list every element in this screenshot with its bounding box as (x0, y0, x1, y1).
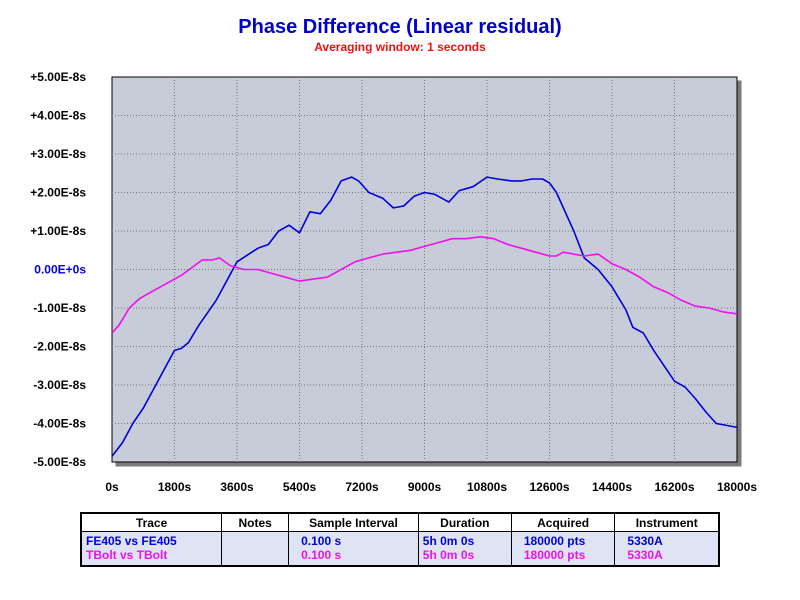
y-axis-ticks: +5.00E-8s +4.00E-8s +3.00E-8s +2.00E-8s +1.0… (30, 70, 86, 469)
header-duration: Duration (417, 512, 512, 532)
header-sample-interval: Sample Interval (288, 512, 419, 532)
y-tick-label: 0.00E+0s (34, 263, 86, 277)
header-trace: Trace (80, 512, 223, 532)
series-lines (111, 176, 738, 457)
cell-trace: TBolt vs TBolt (80, 548, 223, 566)
cell-interval: 0.100 s (288, 548, 419, 566)
header-instrument: Instrument (614, 512, 720, 532)
x-axis-ticks: 0s 1800s 3600s 5400s 7200s 9000s 10800s 12600s 1… (105, 480, 757, 494)
chart-subtitle: Averaging window: 1 seconds (314, 40, 486, 54)
cell-duration: 5h 0m 0s (417, 548, 512, 566)
table-row: TBolt vs TBolt 0.100 s 5h 0m 0s 180000 p… (80, 548, 720, 566)
cell-instrument: 5330A (614, 548, 720, 566)
cell-acquired: 180000 pts (510, 531, 616, 548)
cell-interval: 0.100 s (288, 531, 419, 548)
cell-notes (221, 531, 290, 548)
x-tick-label: 18000s (717, 480, 757, 494)
x-tick-label: 10800s (467, 480, 507, 494)
x-tick-label: 1800s (158, 480, 192, 494)
x-tick-label: 16200s (654, 480, 694, 494)
y-tick-label: +3.00E-8s (30, 147, 86, 161)
y-tick-label: +4.00E-8s (30, 109, 86, 123)
table-header-row: Trace Notes Sample Interval Duration Acq… (80, 512, 720, 532)
x-tick-label: 3600s (220, 480, 254, 494)
y-tick-label: -1.00E-8s (33, 301, 86, 315)
y-tick-label: -2.00E-8s (33, 340, 86, 354)
cell-duration: 5h 0m 0s (417, 531, 512, 548)
series-line-tbolt (111, 236, 738, 334)
x-tick-label: 5400s (283, 480, 317, 494)
chart-title: Phase Difference (Linear residual) (238, 16, 562, 38)
y-tick-label: +5.00E-8s (30, 70, 86, 84)
y-tick-label: -3.00E-8s (33, 378, 86, 392)
series-line-fe405 (111, 176, 738, 457)
x-tick-label: 7200s (345, 480, 379, 494)
table-row: FE405 vs FE405 0.100 s 5h 0m 0s 180000 p… (80, 531, 720, 548)
y-tick-label: -4.00E-8s (33, 417, 86, 431)
cell-notes (221, 548, 290, 566)
y-tick-label: +1.00E-8s (30, 224, 86, 238)
y-tick-label: -5.00E-8s (33, 455, 86, 469)
cell-acquired: 180000 pts (510, 548, 616, 566)
x-tick-label: 0s (105, 480, 119, 494)
y-tick-label: +2.00E-8s (30, 186, 86, 200)
header-notes: Notes (221, 512, 290, 532)
x-tick-label: 14400s (592, 480, 632, 494)
cell-trace: FE405 vs FE405 (80, 531, 223, 548)
grid-lines (112, 77, 737, 462)
phase-difference-chart: +5.00E-8s +4.00E-8s +3.00E-8s +2.00E-8s +1.0… (30, 70, 757, 494)
x-tick-label: 12600s (529, 480, 569, 494)
x-tick-label: 9000s (408, 480, 442, 494)
cell-instrument: 5330A (614, 531, 720, 548)
trace-info-table: Trace Notes Sample Interval Duration Acq… (80, 512, 720, 567)
header-acquired: Acquired (510, 512, 616, 532)
